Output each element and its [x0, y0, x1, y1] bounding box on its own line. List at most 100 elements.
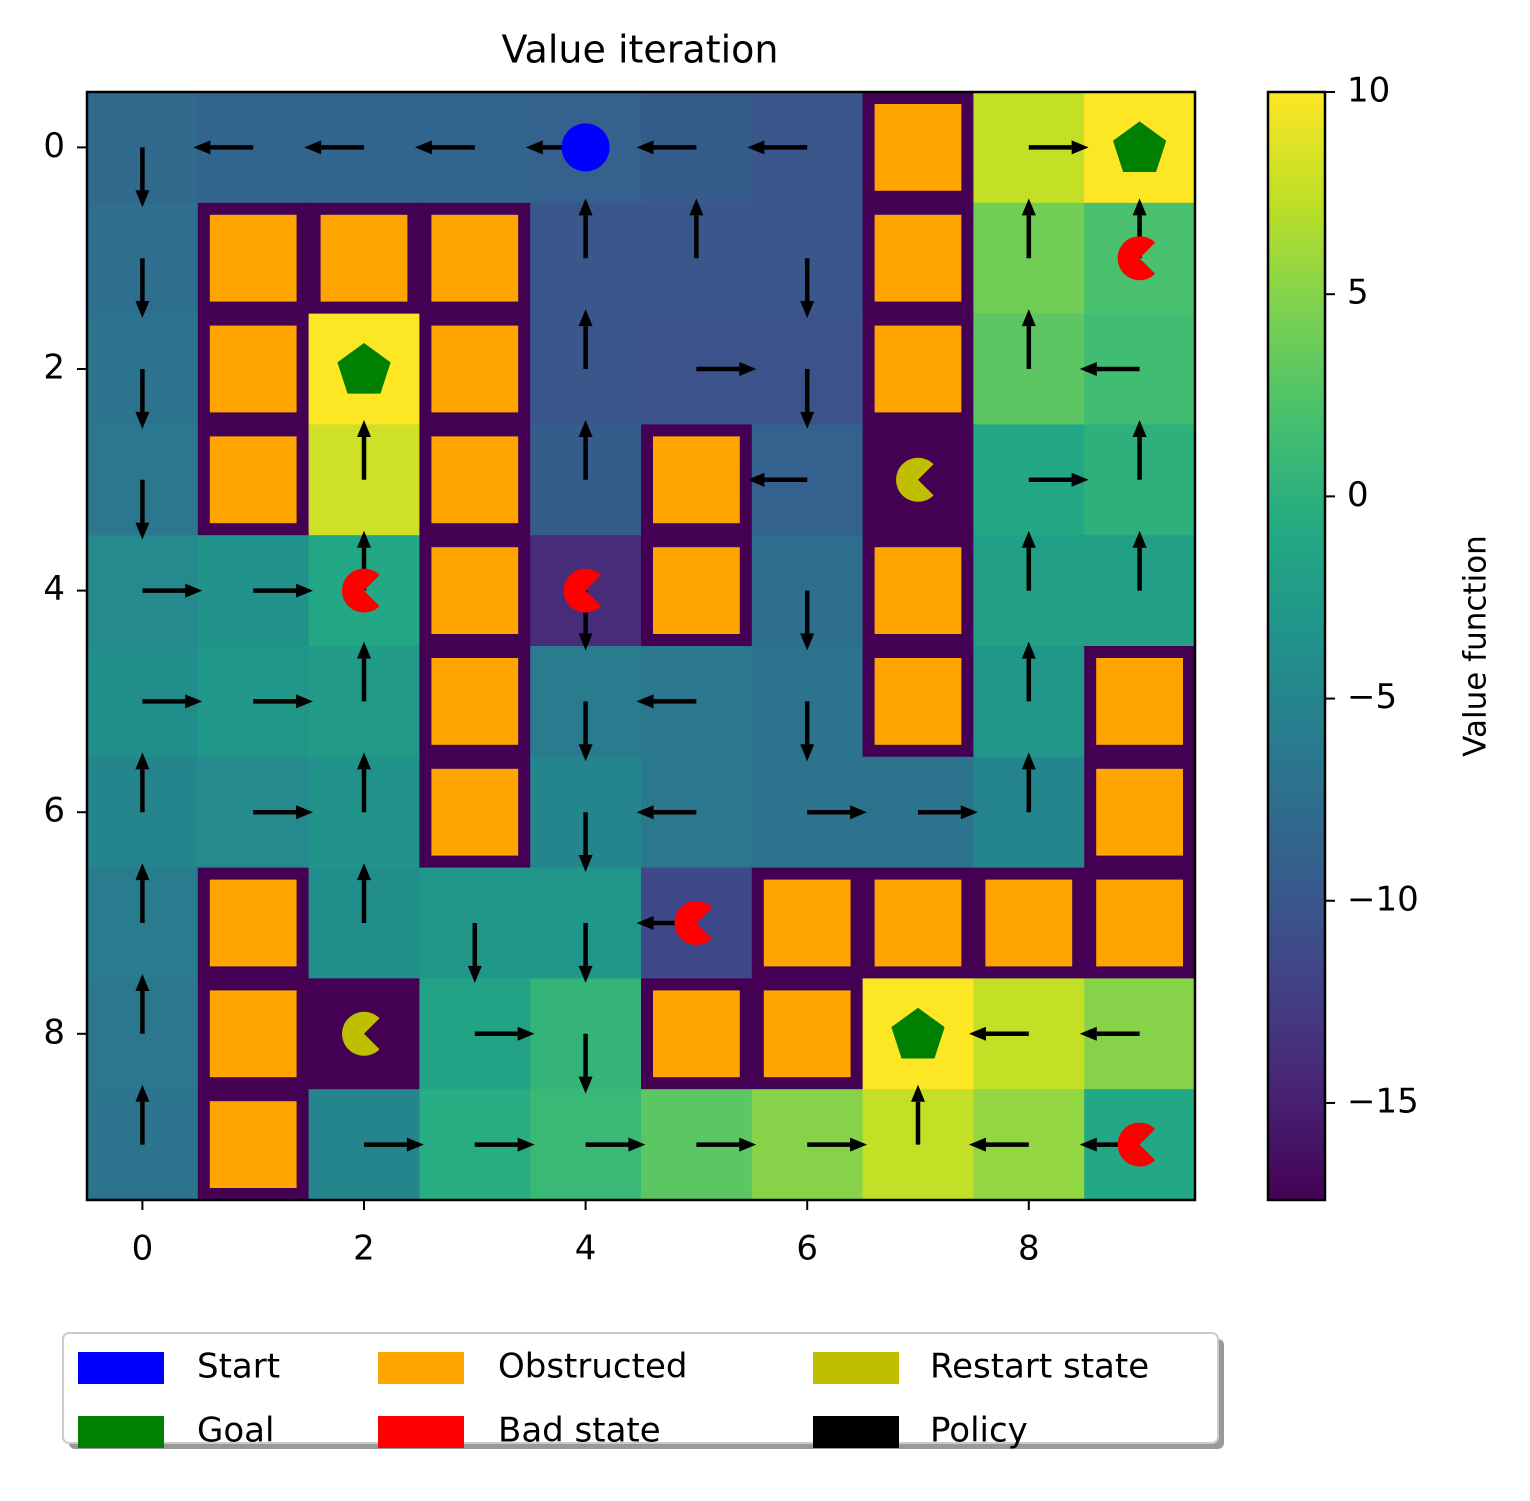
arrow-head: [628, 1137, 646, 1152]
chart-title: Value iteration: [502, 28, 779, 72]
obstructed-cell: [209, 990, 297, 1078]
policy-arrow: [636, 140, 697, 155]
arrow-head: [517, 1026, 535, 1041]
obstructed-cell: [209, 436, 297, 524]
legend-label: Bad state: [498, 1411, 661, 1451]
colorbar-tick-label: −10: [1347, 879, 1419, 919]
policy-arrow: [807, 1137, 868, 1152]
obstructed-cell: [763, 990, 851, 1078]
arrow-head: [357, 530, 371, 548]
legend-label: Start: [197, 1347, 280, 1387]
arrow-head: [968, 1137, 986, 1152]
policy-arrow: [578, 812, 593, 873]
start-marker: [561, 123, 610, 172]
policy-arrow: [364, 1137, 424, 1152]
colorbar-tick-label: −5: [1347, 677, 1397, 717]
obstructed-cell: [431, 436, 519, 524]
legend-label: Goal: [197, 1411, 274, 1451]
obstructed-cell: [431, 325, 519, 413]
obstructed-cell: [874, 325, 962, 413]
state-marker: [342, 1011, 380, 1056]
x-tick-label: 8: [1018, 1229, 1040, 1269]
state-marker: [895, 457, 934, 502]
obstructed-cell: [431, 547, 519, 634]
policy-arrow: [968, 1137, 1029, 1152]
policy-arrow: [1021, 641, 1036, 702]
colorbar-tick-label: 0: [1347, 475, 1369, 515]
legend-swatch: [378, 1352, 464, 1384]
arrow-head: [193, 140, 211, 155]
policy-arrow: [689, 198, 704, 259]
arrow-head: [1079, 1026, 1097, 1041]
arrow-head: [185, 583, 203, 598]
arrow-head: [467, 965, 482, 983]
policy-arrow: [1132, 419, 1147, 480]
arrow-head: [960, 805, 978, 820]
obstructed-cell: [431, 658, 519, 745]
policy-arrow: [747, 472, 808, 487]
state-marker: [563, 568, 602, 613]
policy-arrow: [467, 923, 482, 983]
obstructed-cell: [653, 990, 740, 1078]
obstructed-cell: [431, 768, 519, 856]
policy-arrow: [135, 973, 150, 1034]
arrow-head: [578, 744, 593, 762]
policy-arrow: [800, 369, 815, 429]
obstructed-cell: [431, 214, 519, 302]
arrow-head: [850, 805, 868, 820]
policy-arrow: [135, 479, 150, 540]
colorbar-tick-label: 10: [1347, 71, 1390, 111]
arrow-head: [578, 419, 593, 437]
arrow-head: [800, 633, 815, 651]
arrow-head: [1132, 419, 1147, 437]
policy-arrow: [578, 419, 593, 480]
y-tick-label: 4: [43, 569, 65, 609]
policy-arrow: [800, 701, 815, 762]
arrow-head: [1021, 309, 1036, 327]
arrow-head: [135, 1084, 150, 1102]
arrow-head: [636, 916, 654, 930]
arrow-head: [1021, 198, 1036, 216]
obstructed-cell: [874, 214, 962, 302]
state-marker: [342, 568, 380, 613]
arrow-head: [800, 744, 815, 762]
arrow-head: [578, 965, 593, 983]
arrow-head: [578, 855, 593, 873]
arrow-head: [135, 522, 150, 540]
obstructed-cell: [209, 214, 297, 302]
state-marker: [1117, 236, 1156, 281]
arrow-head: [636, 694, 654, 709]
obstructed-cell: [874, 547, 962, 634]
policy-arrow: [135, 863, 150, 923]
policy-arrow: [357, 419, 371, 480]
arrow-head: [1021, 752, 1036, 770]
goal-marker: [891, 1007, 945, 1059]
legend-swatch: [813, 1416, 899, 1448]
arrow-head: [800, 411, 815, 429]
arrow-head: [304, 140, 322, 155]
policy-arrow: [911, 1084, 925, 1145]
policy-arrow: [357, 641, 371, 702]
obstructed-cell: [653, 436, 740, 524]
arrow-head: [357, 641, 371, 659]
obstructed-cell: [763, 879, 851, 967]
arrow-head: [747, 140, 765, 155]
arrow-head: [135, 863, 150, 881]
state-marker: [674, 901, 712, 946]
policy-arrow: [1028, 472, 1089, 487]
obstructed-cell: [209, 879, 297, 967]
arrow-head: [1079, 1137, 1097, 1152]
arrow-head: [1132, 530, 1147, 548]
arrow-head: [636, 805, 654, 820]
policy-arrow: [474, 1137, 535, 1152]
arrow-head: [357, 863, 371, 881]
arrow-head: [406, 1137, 424, 1152]
obstructed-cell: [320, 214, 408, 302]
arrow-head: [968, 1026, 986, 1041]
policy-arrow: [135, 369, 150, 429]
arrow-head: [850, 1137, 868, 1152]
arrow-head: [1071, 472, 1089, 487]
policy-arrow: [585, 1137, 646, 1152]
policy-arrow: [807, 805, 868, 820]
policy-arrow: [747, 140, 808, 155]
